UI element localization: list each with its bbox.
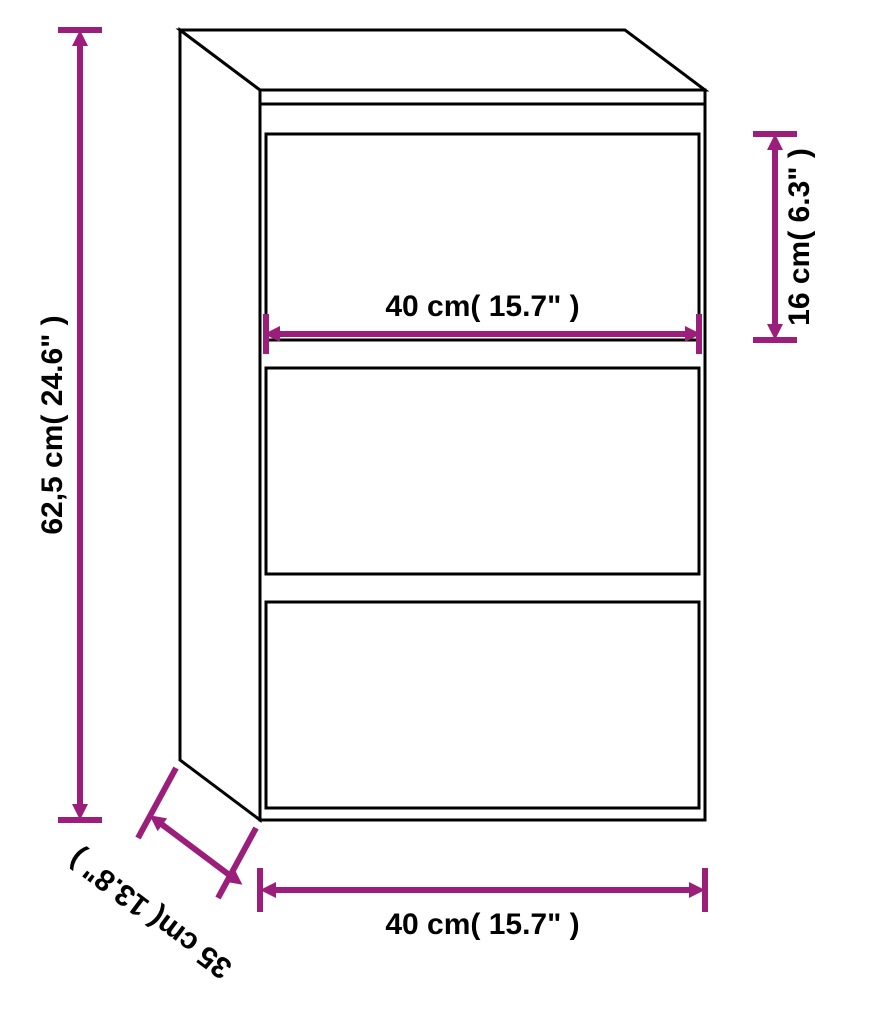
dim-drawer-height-label: 16 cm( 6.3" ) [783,148,816,326]
cabinet-top-edge [260,90,705,104]
cabinet-side [180,30,260,820]
drawer-front [266,368,699,574]
cabinet-top [180,30,705,90]
dim-width-label: 40 cm( 15.7" ) [385,908,579,941]
dim-drawer-width-label: 40 cm( 15.7" ) [385,290,579,323]
drawer-front [266,602,699,808]
dim-height-label: 62,5 cm( 24.6" ) [36,315,69,534]
